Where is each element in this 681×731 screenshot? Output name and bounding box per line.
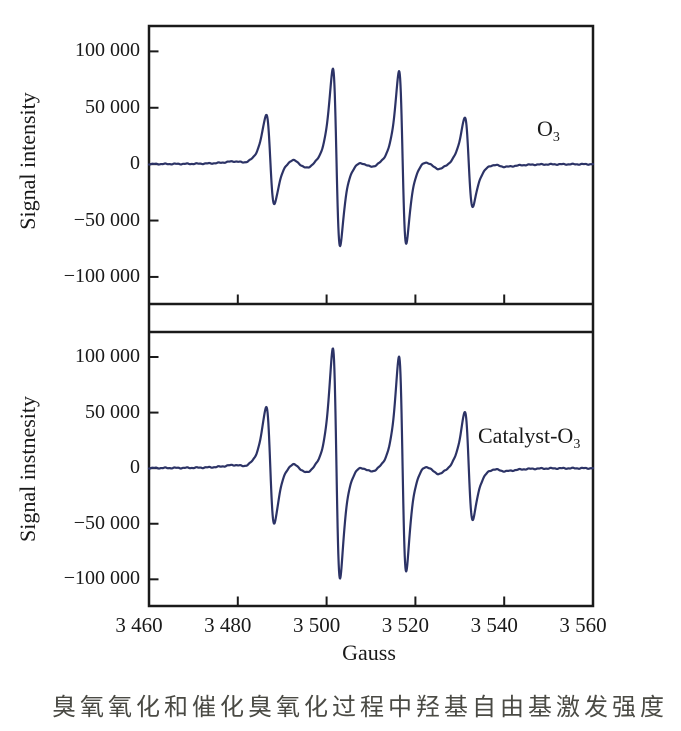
y-tick-label: 0 bbox=[130, 152, 140, 175]
y-tick-label: −50 000 bbox=[73, 511, 140, 534]
y-tick-label: 100 000 bbox=[75, 39, 140, 62]
x-tick-label: 3 520 bbox=[381, 613, 430, 637]
y-tick-label: 50 000 bbox=[85, 400, 140, 423]
series-label-o3-text: O bbox=[537, 116, 553, 141]
y-tick-label: 100 000 bbox=[75, 345, 140, 367]
y-tick-label: −100 000 bbox=[63, 264, 140, 287]
series-label-o3: O3 bbox=[537, 116, 560, 146]
epr-curve-catalyst-o3 bbox=[147, 347, 595, 580]
x-tick-label: 3 560 bbox=[559, 613, 607, 637]
x-tick-label: 3 460 bbox=[115, 613, 163, 637]
y-axis-title-bottom: Signal instnesity bbox=[15, 395, 40, 543]
y-tick-label: −100 000 bbox=[63, 567, 140, 590]
series-label-catalyst-o3: Catalyst-O3 bbox=[478, 423, 580, 453]
y-tick-label: 0 bbox=[130, 456, 140, 479]
y-axis-title-top: Signal intensity bbox=[15, 92, 40, 230]
x-axis-title: Gauss bbox=[342, 640, 396, 665]
y-tick-label: −50 000 bbox=[73, 208, 140, 231]
x-tick-label: 3 480 bbox=[204, 613, 252, 637]
figure-caption: 臭氧氧化和催化臭氧化过程中羟基自由基激发强度 bbox=[52, 695, 668, 721]
y-tick-label: 50 000 bbox=[85, 95, 140, 118]
plot-frame bbox=[147, 24, 595, 608]
x-tick-label: 3 500 bbox=[292, 613, 341, 637]
x-tick-label: 3 540 bbox=[470, 613, 518, 637]
epr-curve-o3 bbox=[147, 67, 595, 248]
series-label-catalyst-o3-subscript: 3 bbox=[573, 437, 581, 452]
series-label-catalyst-o3-text: Catalyst-O bbox=[478, 423, 574, 448]
series-label-o3-subscript: 3 bbox=[552, 130, 560, 145]
